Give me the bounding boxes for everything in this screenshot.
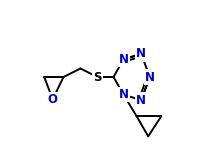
- Text: N: N: [118, 53, 129, 66]
- Text: N: N: [145, 71, 155, 83]
- Text: O: O: [48, 93, 58, 106]
- Text: S: S: [93, 71, 102, 83]
- Text: N: N: [136, 47, 146, 60]
- Text: N: N: [136, 94, 146, 107]
- Text: N: N: [118, 88, 129, 101]
